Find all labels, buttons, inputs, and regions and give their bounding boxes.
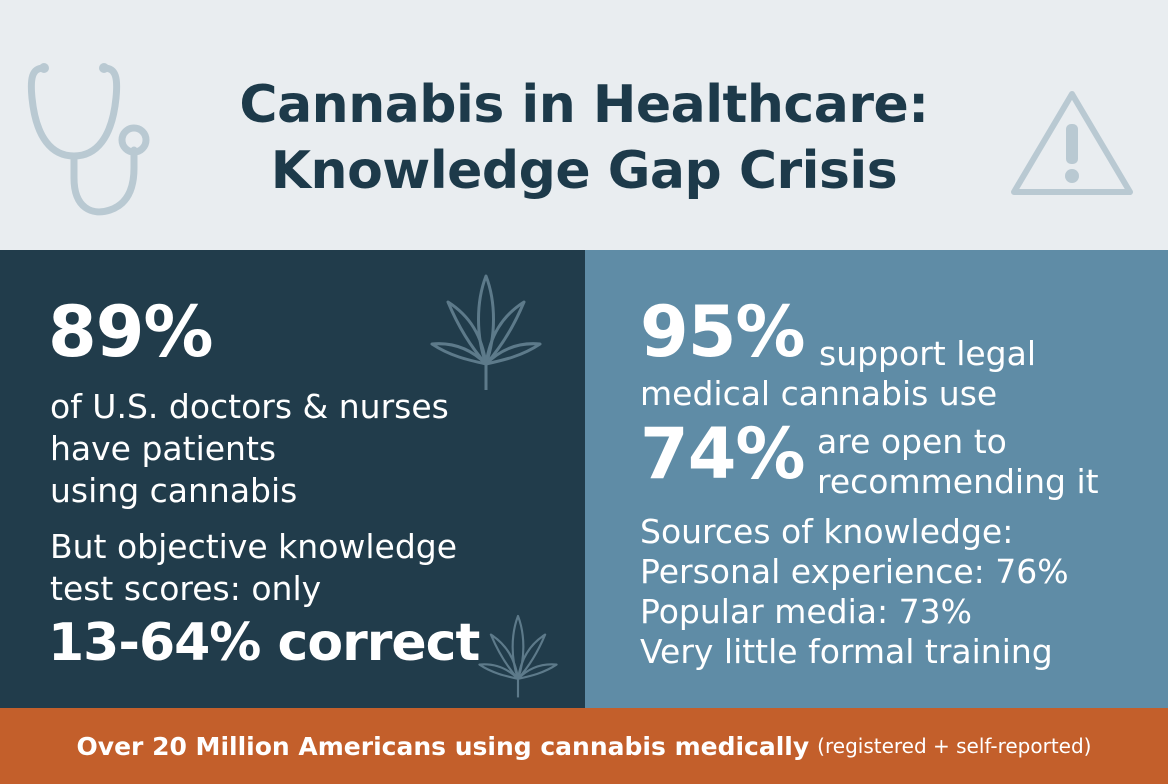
right-panel: 95% support legal medical cannabis use 7… [585,250,1168,708]
stat-open: 74% [640,413,806,495]
sources-heading: Sources of knowledge: [640,512,1014,551]
source-item: Very little formal training [640,632,1053,671]
header: Cannabis in Healthcare: Knowledge Gap Cr… [0,0,1168,250]
knowledge-test-text: But objective knowledge test scores: onl… [50,526,530,610]
knowledge-test-line: But objective knowledge [50,527,458,566]
stethoscope-icon [27,63,150,216]
stat-support-text: medical cannabis use [640,374,998,413]
title-line-2: Knowledge Gap Crisis [270,141,898,201]
stat-description-line: have patients [50,429,277,468]
cannabis-leaf-icon [478,614,558,698]
stat-doctors-nurses: 89% [48,291,214,373]
footer-banner: Over 20 Million Americans using cannabis… [0,708,1168,784]
page-title: Cannabis in Healthcare: Knowledge Gap Cr… [120,72,1048,204]
stat-description-line: of U.S. doctors & nurses [50,387,449,426]
stat-support: 95% [640,291,806,373]
source-item: Personal experience: 76% [640,552,1069,591]
stat-description-line: using cannabis [50,471,298,510]
test-score-range: 13-64% correct [48,613,480,673]
footer-main-text: Over 20 Million Americans using cannabis… [76,731,810,761]
title-line-1: Cannabis in Healthcare: [239,75,929,135]
stat-open-text: are open to recommending it [817,422,1099,502]
stat-description: of U.S. doctors & nurses have patients u… [50,386,530,512]
source-item: Popular media: 73% [640,592,972,631]
stat-open-line: recommending it [817,462,1099,501]
knowledge-test-line: test scores: only [50,569,322,608]
knowledge-sources: Sources of knowledge: Personal experienc… [640,512,1160,672]
cannabis-leaf-icon [430,274,542,390]
warning-icon [1011,91,1133,195]
left-panel: 89% of U.S. doctors & nurses have patien… [0,250,585,708]
footer-sub-text: (registered + self-reported) [817,734,1092,758]
stat-support-text: support legal [819,334,1036,373]
stat-open-line: are open to [817,422,1007,461]
